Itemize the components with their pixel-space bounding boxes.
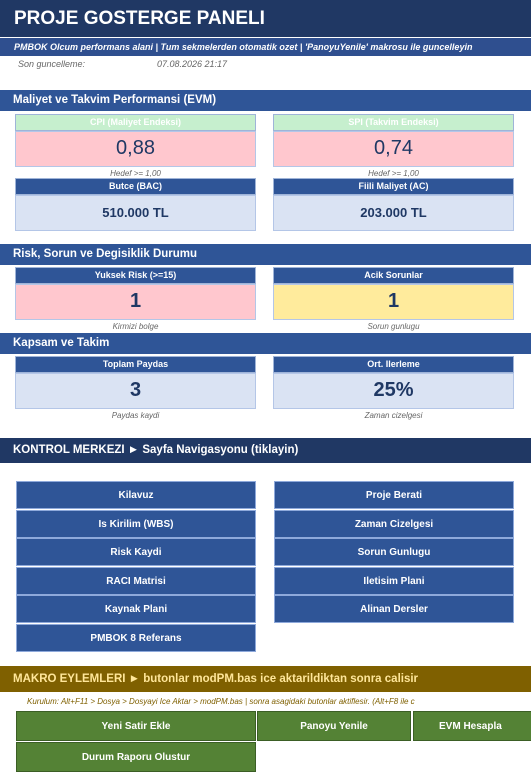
card-note: Kirmizi bolge xyxy=(112,322,159,331)
nav-button[interactable]: Sorun Gunlugu xyxy=(274,538,514,566)
macro-button[interactable]: Yeni Satir Ekle xyxy=(16,711,256,741)
card-header: SPI (Takvim Endeksi) xyxy=(273,114,514,131)
updated-label: Son guncelleme: xyxy=(18,59,86,69)
nav-button[interactable]: Iletisim Plani xyxy=(274,566,514,595)
card-value: 0,74 xyxy=(273,131,514,167)
subtitle: PMBOK Olcum performans alani | Tum sekme… xyxy=(0,38,531,56)
card-header: Yuksek Risk (>=15) xyxy=(15,267,256,284)
instruction: Kurulum: Alt+F11 > Dosya > Dosyayi Ice A… xyxy=(27,697,415,706)
kpi-card: Acik Sorunlar 1 Sorun gunlugu xyxy=(273,267,514,333)
nav-button[interactable]: Is Kirilim (WBS) xyxy=(16,509,256,538)
card-note: Zaman cizelgesi xyxy=(364,411,423,420)
card-value: 25% xyxy=(273,373,514,409)
kpi-card: Butce (BAC) 510.000 TL xyxy=(15,178,256,231)
card-value: 1 xyxy=(273,284,514,320)
kpi-card: SPI (Takvim Endeksi) 0,74 Hedef >= 1,00 xyxy=(273,114,514,180)
kpi-card: CPI (Maliyet Endeksi) 0,88 Hedef >= 1,00 xyxy=(15,114,256,180)
nav-button[interactable]: Zaman Cizelgesi xyxy=(274,509,514,538)
macro-button[interactable]: EVM Hesapla xyxy=(413,711,531,741)
card-value: 203.000 TL xyxy=(273,195,514,231)
card-header: Butce (BAC) xyxy=(15,178,256,195)
card-note: Sorun gunlugu xyxy=(367,322,420,331)
card-header: Toplam Paydas xyxy=(15,356,256,373)
card-header: Fiili Maliyet (AC) xyxy=(273,178,514,195)
macro-button[interactable]: Durum Raporu Olustur xyxy=(16,742,256,772)
section-title: Risk, Sorun ve Degisiklik Durumu xyxy=(0,244,531,265)
card-note: Paydas kaydi xyxy=(111,411,160,420)
card-note: Hedef >= 1,00 xyxy=(368,169,419,178)
nav-button[interactable]: Proje Berati xyxy=(274,481,514,509)
nav-button[interactable]: Kaynak Plani xyxy=(16,595,256,623)
macro-button[interactable]: Panoyu Yenile xyxy=(257,711,411,741)
nav-button[interactable]: PMBOK 8 Referans xyxy=(16,623,256,652)
card-header: CPI (Maliyet Endeksi) xyxy=(15,114,256,131)
updated-value: 07.08.2026 21:17 xyxy=(157,59,228,69)
nav-button[interactable]: Alinan Dersler xyxy=(274,595,514,623)
section-title: KONTROL MERKEZI ► Sayfa Navigasyonu (tik… xyxy=(0,438,531,463)
kpi-card: Ort. Ilerleme 25% Zaman cizelgesi xyxy=(273,356,514,422)
kpi-card: Toplam Paydas 3 Paydas kaydi xyxy=(15,356,256,422)
card-value: 510.000 TL xyxy=(15,195,256,231)
card-header: Ort. Ilerleme xyxy=(273,356,514,373)
card-value: 1 xyxy=(15,284,256,320)
nav-button[interactable]: RACI Matrisi xyxy=(16,566,256,595)
nav-button[interactable]: Risk Kaydi xyxy=(16,538,256,566)
section-title: Kapsam ve Takim xyxy=(0,333,531,354)
nav-button[interactable]: Kilavuz xyxy=(16,481,256,509)
kpi-card: Yuksek Risk (>=15) 1 Kirmizi bolge xyxy=(15,267,256,333)
card-value: 0,88 xyxy=(15,131,256,167)
section-title: MAKRO EYLEMLERI ► butonlar modPM.bas ice… xyxy=(0,666,531,692)
kpi-card: Fiili Maliyet (AC) 203.000 TL xyxy=(273,178,514,231)
card-note: Hedef >= 1,00 xyxy=(110,169,161,178)
card-value: 3 xyxy=(15,373,256,409)
section-title: Maliyet ve Takvim Performansi (EVM) xyxy=(0,90,531,111)
page-title: PROJE GOSTERGE PANELI xyxy=(0,0,531,37)
card-header: Acik Sorunlar xyxy=(273,267,514,284)
